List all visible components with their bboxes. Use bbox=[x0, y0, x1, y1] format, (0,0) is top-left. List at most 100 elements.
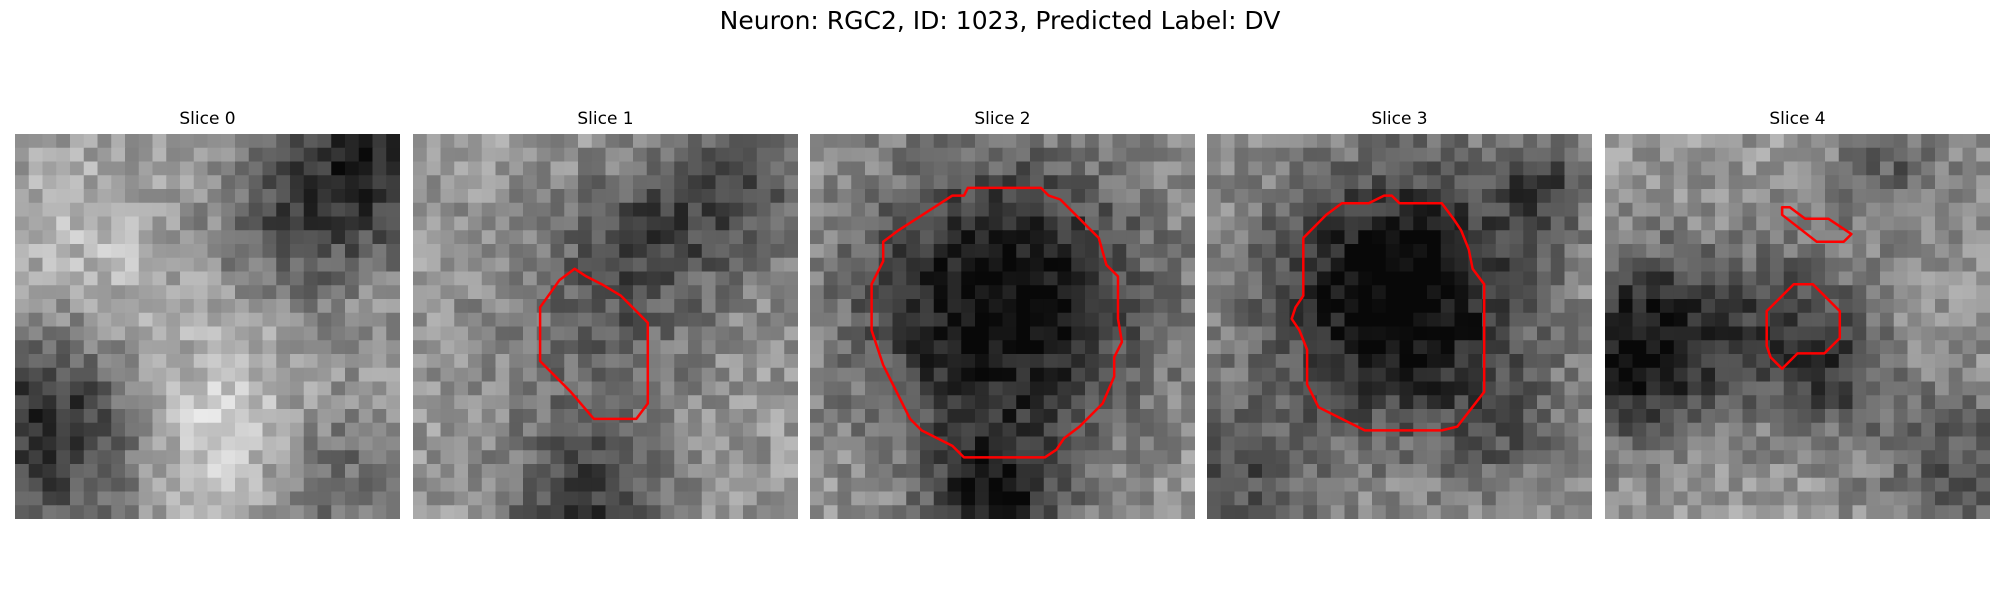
heatmap-cell bbox=[564, 409, 579, 424]
heatmap-cell bbox=[865, 436, 880, 451]
heatmap-cell bbox=[1413, 161, 1428, 176]
heatmap-cell bbox=[248, 257, 264, 273]
heatmap-cell bbox=[1220, 161, 1236, 176]
heatmap-cell bbox=[180, 134, 195, 149]
heatmap-cell bbox=[1907, 257, 1922, 273]
heatmap-cell bbox=[1413, 464, 1428, 479]
heatmap-cell bbox=[180, 161, 195, 176]
heatmap-cell bbox=[1126, 134, 1141, 149]
heatmap-cell bbox=[578, 505, 593, 519]
heatmap-cell bbox=[468, 299, 483, 314]
heatmap-cell bbox=[633, 354, 648, 369]
heatmap-cell bbox=[550, 436, 565, 451]
heatmap-cell bbox=[70, 257, 85, 273]
heatmap-cell bbox=[1207, 505, 1222, 519]
heatmap-cell bbox=[1564, 285, 1579, 300]
heatmap-cell bbox=[1262, 312, 1277, 328]
heatmap-cell bbox=[1976, 299, 1990, 314]
heatmap-cell bbox=[1303, 202, 1318, 218]
heatmap-cell bbox=[633, 450, 648, 465]
heatmap-cell bbox=[1618, 367, 1634, 383]
heatmap-cell bbox=[1825, 409, 1840, 424]
heatmap-cell bbox=[975, 189, 990, 204]
heatmap-cell bbox=[1632, 312, 1647, 328]
heatmap-cell bbox=[1234, 381, 1249, 396]
heatmap-cell bbox=[207, 422, 222, 438]
heatmap-cell bbox=[1825, 326, 1840, 341]
heatmap-cell bbox=[509, 134, 524, 149]
heatmap-cell bbox=[810, 381, 825, 396]
heatmap-cell bbox=[688, 271, 703, 286]
heatmap-cell bbox=[358, 312, 374, 328]
heatmap-cell bbox=[1220, 244, 1236, 259]
heatmap-cell bbox=[440, 147, 455, 163]
heatmap-cell bbox=[1427, 395, 1442, 410]
heatmap-cell bbox=[1907, 299, 1922, 314]
heatmap-cell bbox=[1399, 175, 1414, 190]
heatmap-cell bbox=[97, 354, 112, 369]
heatmap-cell bbox=[619, 134, 634, 149]
heatmap-cell bbox=[495, 189, 510, 204]
heatmap-cell bbox=[1564, 505, 1579, 519]
heatmap-cell bbox=[481, 326, 497, 341]
heatmap-cell bbox=[454, 354, 469, 369]
heatmap-cell bbox=[1372, 340, 1387, 355]
heatmap-cell bbox=[262, 299, 277, 314]
heatmap-cell bbox=[331, 491, 346, 506]
heatmap-cell bbox=[756, 450, 772, 465]
heatmap-cell bbox=[111, 216, 126, 231]
heatmap-cell bbox=[1893, 340, 1909, 355]
heatmap-cell bbox=[138, 257, 154, 273]
slice-panel: Slice 1 bbox=[413, 108, 798, 519]
heatmap-cell bbox=[988, 202, 1004, 218]
heatmap-cell bbox=[372, 326, 387, 341]
heatmap-cell bbox=[1509, 134, 1524, 149]
heatmap-cell bbox=[619, 271, 634, 286]
heatmap-cell bbox=[1880, 175, 1895, 190]
heatmap-cell bbox=[1948, 340, 1964, 355]
heatmap-cell bbox=[138, 464, 154, 479]
heatmap-cell bbox=[413, 175, 428, 190]
heatmap-cell bbox=[837, 436, 852, 451]
heatmap-cell bbox=[1811, 299, 1826, 314]
heatmap-cell bbox=[1248, 244, 1263, 259]
heatmap-cell bbox=[988, 312, 1004, 328]
heatmap-cell bbox=[837, 354, 852, 369]
heatmap-cell bbox=[56, 450, 71, 465]
heatmap-cell bbox=[468, 422, 483, 438]
heatmap-cell bbox=[166, 381, 181, 396]
heatmap-cell bbox=[1085, 450, 1100, 465]
heatmap-cell bbox=[564, 464, 579, 479]
heatmap-cell bbox=[729, 134, 744, 149]
heatmap-cell bbox=[743, 326, 758, 341]
heatmap-cell bbox=[810, 354, 825, 369]
heatmap-cell bbox=[1770, 271, 1785, 286]
heatmap-cell bbox=[756, 505, 772, 519]
heatmap-cell bbox=[523, 161, 538, 176]
heatmap-cell bbox=[1728, 257, 1744, 273]
heatmap-cell bbox=[15, 367, 30, 383]
heatmap-cell bbox=[975, 354, 990, 369]
heatmap-cell bbox=[865, 464, 880, 479]
heatmap-cell bbox=[221, 450, 236, 465]
heatmap-cell bbox=[1181, 244, 1195, 259]
heatmap-cell bbox=[605, 395, 620, 410]
heatmap-cell bbox=[1962, 244, 1977, 259]
heatmap-cell bbox=[1687, 477, 1702, 493]
heatmap-cell bbox=[262, 395, 277, 410]
heatmap-plot bbox=[15, 134, 400, 519]
heatmap-cell bbox=[221, 216, 236, 231]
heatmap-cell bbox=[1413, 367, 1428, 383]
heatmap-cell bbox=[1140, 477, 1155, 493]
heatmap-cell bbox=[1413, 477, 1428, 493]
heatmap-cell bbox=[975, 395, 990, 410]
heatmap-cell bbox=[906, 147, 921, 163]
heatmap-cell bbox=[633, 230, 648, 245]
heatmap-cell bbox=[1057, 354, 1072, 369]
heatmap-cell bbox=[207, 450, 222, 465]
heatmap-cell bbox=[770, 134, 785, 149]
heatmap-cell bbox=[207, 505, 222, 519]
heatmap-cell bbox=[1126, 505, 1141, 519]
heatmap-cell bbox=[1715, 436, 1730, 451]
heatmap-cell bbox=[1262, 450, 1277, 465]
